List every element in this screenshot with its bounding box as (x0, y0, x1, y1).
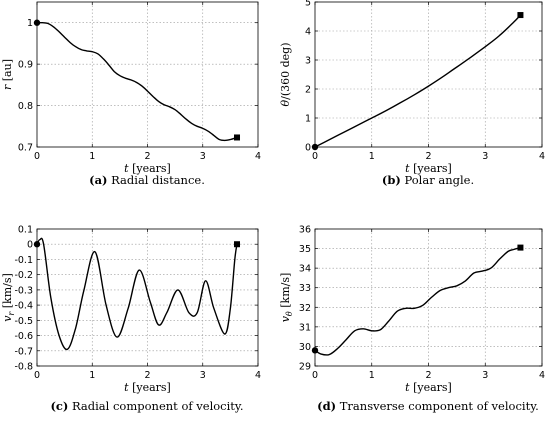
x-tick-label: 2 (144, 151, 150, 162)
y-axis-label: r [au] (1, 59, 14, 90)
x-axis-label: t [years] (124, 162, 171, 175)
y-tick-label: 0.1 (18, 225, 33, 236)
y-tick-label: -0.8 (14, 362, 33, 373)
y-tick-label: -0.5 (14, 316, 33, 327)
y-tick-label: 29 (299, 362, 311, 373)
start-marker (311, 143, 319, 151)
y-tick-label: 32 (299, 303, 311, 314)
x-tick-label: 0 (34, 370, 40, 381)
y-axis-label: vθ [km/s] (279, 273, 294, 323)
y-tick-label: -0.7 (14, 346, 33, 357)
y-tick-label: -0.1 (14, 255, 33, 266)
x-tick-label: 4 (255, 151, 261, 162)
x-tick-label: 3 (482, 151, 488, 162)
y-tick-label: 34 (299, 264, 311, 275)
x-tick-label: 4 (539, 151, 545, 162)
x-tick-label: 2 (425, 370, 431, 381)
panel-caption: (c) Radial component of velocity. (50, 399, 243, 413)
x-tick-label: 1 (369, 151, 375, 162)
data-line (36, 21, 238, 142)
end-marker (517, 12, 524, 19)
panel-caption: (d) Transverse component of velocity. (317, 399, 539, 413)
y-axis-label: vr [km/s] (1, 273, 16, 322)
y-tick-label: 0.8 (18, 101, 33, 112)
x-tick-label: 3 (200, 370, 206, 381)
x-tick-label: 1 (89, 151, 95, 162)
y-tick-label: 3 (305, 56, 311, 67)
x-tick-label: 0 (34, 151, 40, 162)
end-marker (517, 244, 524, 251)
chart-panel-a: 0 1 2 3 4 0.7 0.8 0.9 1 t [years] r [au] (a) Radial… (1, 1, 261, 187)
y-tick-label: -0.4 (14, 301, 33, 312)
end-marker (234, 134, 241, 141)
x-axis-label: t [years] (405, 162, 452, 175)
y-tick-label: -0.6 (14, 331, 33, 342)
x-tick-label: 3 (482, 370, 488, 381)
data-line (314, 246, 521, 356)
y-tick-label: 36 (299, 225, 311, 236)
y-tick-label: 0 (305, 143, 311, 154)
y-tick-label: 1 (305, 114, 311, 125)
panel-caption: (a) Radial distance. (89, 173, 205, 187)
panel-caption: (b) Polar angle. (382, 173, 474, 187)
y-tick-label: 30 (299, 342, 311, 353)
x-axis-label: t [years] (405, 381, 452, 394)
y-tick-label: 0.9 (18, 60, 33, 71)
start-marker (33, 19, 41, 26)
x-tick-label: 2 (144, 370, 150, 381)
y-tick-label: 5 (305, 0, 311, 9)
y-tick-label: -0.2 (14, 270, 33, 281)
chart-panel-c: 0 1 2 3 4 0.1 0 -0.1 -0.2 -0.3 -0.4 -0.5 -0.6 -0.7 -0.… (1, 225, 261, 414)
chart-panel-b: 0 1 2 3 4 0 1 2 3 4 5 t [years] θ/(360 deg) (b) Polar… (279, 0, 545, 187)
data-line (314, 14, 521, 148)
start-marker (33, 241, 41, 248)
x-tick-label: 0 (312, 370, 318, 381)
data-line (36, 237, 238, 351)
x-tick-label: 3 (200, 151, 206, 162)
y-tick-label: 1 (27, 18, 33, 29)
y-tick-label: 2 (305, 85, 311, 96)
x-tick-label: 1 (369, 370, 375, 381)
y-tick-label: 4 (305, 27, 311, 38)
x-tick-label: 2 (425, 151, 431, 162)
y-tick-label: 0.7 (18, 143, 33, 154)
start-marker (311, 347, 319, 354)
x-tick-label: 1 (89, 370, 95, 381)
x-tick-label: 4 (255, 370, 261, 381)
x-tick-label: 4 (539, 370, 545, 381)
y-tick-label: 0 (27, 240, 33, 251)
y-axis-label: θ/(360 deg) (279, 43, 292, 107)
y-tick-label: 33 (299, 283, 311, 294)
y-tick-label: 35 (299, 244, 311, 255)
x-axis-label: t [years] (124, 381, 171, 394)
y-tick-label: -0.3 (14, 285, 33, 296)
y-tick-label: 31 (299, 322, 311, 333)
end-marker (234, 241, 241, 248)
x-tick-label: 0 (312, 151, 318, 162)
